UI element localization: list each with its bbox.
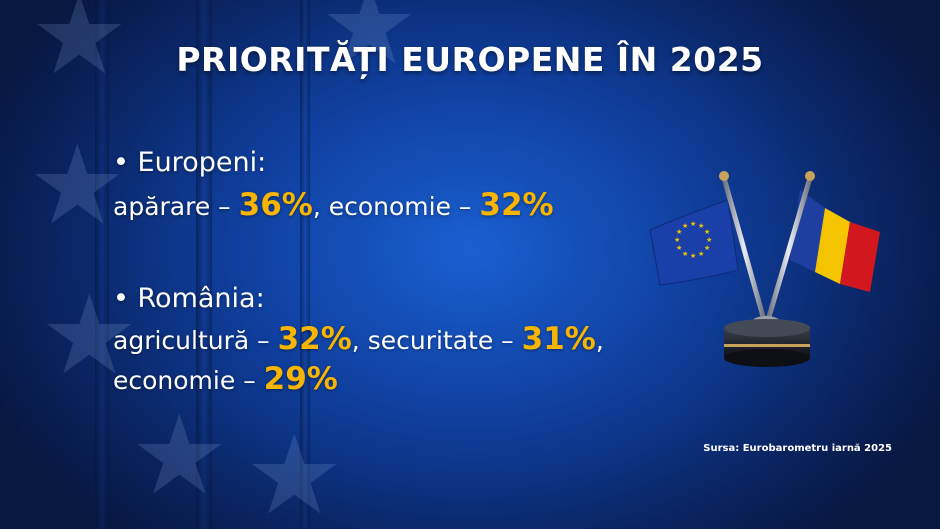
svg-text:★: ★: [682, 250, 688, 258]
romania-item-value: 32%: [277, 321, 352, 357]
europeni-values-line: apărare – 36%, economie – 32%: [113, 188, 554, 224]
svg-text:★: ★: [674, 236, 680, 244]
eu-star-icon: ★: [245, 411, 344, 529]
svg-text:★: ★: [704, 228, 710, 236]
separator: ,: [312, 192, 329, 221]
svg-text:★: ★: [676, 244, 682, 252]
romania-heading: • România:: [113, 283, 265, 314]
flags-illustration: ★ ★★ ★★★ ★★★ ★★★: [649, 171, 880, 367]
europeni-item-label: apărare –: [113, 192, 239, 221]
romania-item-value: 31%: [521, 321, 596, 357]
background-stripe: [196, 0, 212, 529]
europeni-heading: • Europeni:: [113, 147, 267, 178]
background-stripe: [95, 0, 109, 529]
romania-item-label: securitate –: [367, 326, 522, 355]
separator: ,: [595, 326, 604, 355]
romania-block: • România: agricultură – 32%, securitate…: [113, 282, 604, 398]
background-stripe: [300, 0, 310, 529]
europeni-block: • Europeni: apărare – 36%, economie – 32…: [113, 146, 554, 224]
svg-text:★: ★: [706, 236, 712, 244]
romania-item-label: agricultură –: [113, 326, 278, 355]
svg-text:★: ★: [690, 252, 696, 260]
europeni-item-value: 36%: [238, 187, 313, 223]
eu-star-icon: ★: [30, 0, 129, 99]
svg-text:★: ★: [698, 250, 704, 258]
svg-text:★: ★: [690, 220, 696, 228]
svg-text:★: ★: [704, 244, 710, 252]
eu-star-icon: ★: [320, 0, 419, 89]
separator: ,: [351, 326, 368, 355]
eu-star-icon: ★: [130, 391, 229, 519]
romania-values-line-2: economie – 29%: [113, 362, 604, 398]
romania-item-label: economie –: [113, 366, 264, 395]
eu-star-icon: ★: [40, 271, 139, 399]
svg-text:★: ★: [676, 228, 682, 236]
eu-and-romania-desk-flags-icon: ★ ★ ★ ★ ★ ★ ★ ★ ★ ★ ★ ★: [640, 160, 900, 380]
romania-item-value: 29%: [263, 361, 338, 397]
europeni-item-label: economie –: [328, 192, 480, 221]
page-title: PRIORITĂȚI EUROPENE ÎN 2025: [176, 40, 764, 79]
romania-values-line-1: agricultură – 32%, securitate – 31%,: [113, 322, 604, 358]
eu-flag-icon: ★ ★★ ★★★ ★★★ ★★★: [649, 199, 739, 286]
eu-star-icon: ★: [28, 121, 127, 249]
europeni-item-value: 32%: [479, 187, 554, 223]
svg-text:★: ★: [682, 222, 688, 230]
source-caption: Sursa: Eurobarometru iarnă 2025: [703, 443, 892, 454]
svg-text:★: ★: [698, 222, 704, 230]
